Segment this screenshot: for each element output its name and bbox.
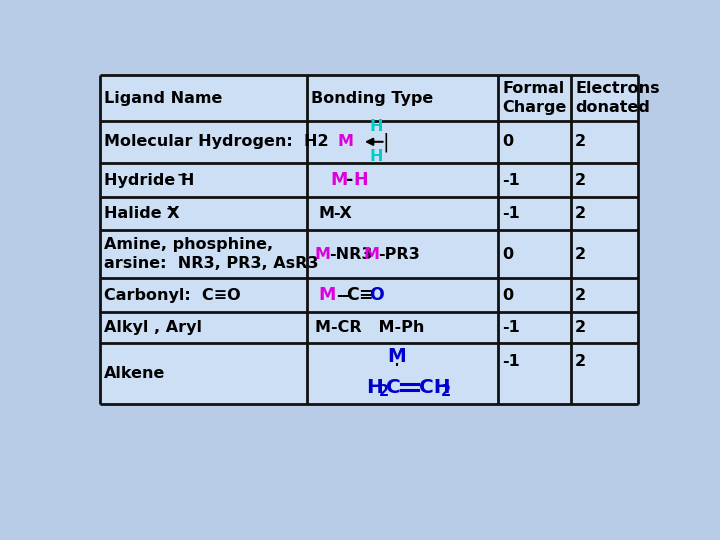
Text: 2: 2 (575, 320, 586, 335)
Text: 2: 2 (575, 354, 586, 369)
Text: donated: donated (575, 100, 650, 114)
Text: -1: -1 (503, 320, 520, 335)
Bar (100, 75, 638, 404)
Text: M: M (330, 171, 348, 189)
Text: CH: CH (419, 377, 451, 396)
Text: M: M (364, 247, 380, 261)
Text: 0: 0 (503, 288, 513, 302)
Text: M: M (387, 347, 406, 366)
Text: M: M (338, 134, 354, 149)
Text: H: H (366, 377, 383, 396)
Text: 2: 2 (575, 247, 586, 261)
Text: Formal: Formal (503, 82, 564, 96)
Text: Charge: Charge (503, 100, 567, 114)
Text: H: H (354, 171, 368, 189)
Text: 2: 2 (441, 384, 451, 399)
Text: Electrons: Electrons (575, 82, 660, 96)
Text: Ligand Name: Ligand Name (104, 91, 222, 105)
Text: 0: 0 (503, 247, 513, 261)
Text: 2: 2 (575, 288, 586, 302)
Text: H: H (369, 149, 383, 164)
Text: C: C (346, 286, 359, 304)
Text: H: H (369, 119, 383, 134)
Text: 2: 2 (575, 206, 586, 221)
Text: |: | (383, 132, 390, 152)
Text: Hydride H: Hydride H (104, 173, 194, 187)
Text: 2: 2 (575, 173, 586, 187)
Text: C: C (386, 377, 400, 396)
Text: Carbonyl:  C≡O: Carbonyl: C≡O (104, 288, 241, 302)
Text: -NR3: -NR3 (329, 247, 372, 261)
Text: Alkyl , Aryl: Alkyl , Aryl (104, 320, 202, 335)
Text: M-CR   M-Ph: M-CR M-Ph (315, 320, 424, 335)
Text: 2: 2 (575, 134, 586, 149)
Text: −: − (177, 168, 188, 181)
Text: Molecular Hydrogen:  H2: Molecular Hydrogen: H2 (104, 134, 329, 149)
Text: O: O (369, 286, 384, 304)
Text: Alkene: Alkene (104, 366, 166, 381)
Text: 0: 0 (503, 134, 513, 149)
Text: M: M (315, 247, 330, 261)
Text: Halide X: Halide X (104, 206, 180, 221)
Text: −: − (336, 286, 350, 304)
Text: M: M (318, 286, 336, 304)
Text: -1: -1 (503, 173, 520, 187)
Text: -PR3: -PR3 (378, 247, 420, 261)
Text: 2: 2 (379, 384, 389, 399)
Text: arsine:  NR3, PR3, AsR3: arsine: NR3, PR3, AsR3 (104, 256, 319, 271)
Text: -1: -1 (503, 354, 520, 369)
Text: -1: -1 (503, 206, 520, 221)
Text: -: - (346, 171, 353, 189)
Text: Bonding Type: Bonding Type (312, 91, 433, 105)
Text: ≡: ≡ (358, 286, 372, 304)
Text: −: − (166, 202, 177, 215)
Text: Amine, phosphine,: Amine, phosphine, (104, 237, 274, 252)
Text: M-X: M-X (318, 206, 352, 221)
